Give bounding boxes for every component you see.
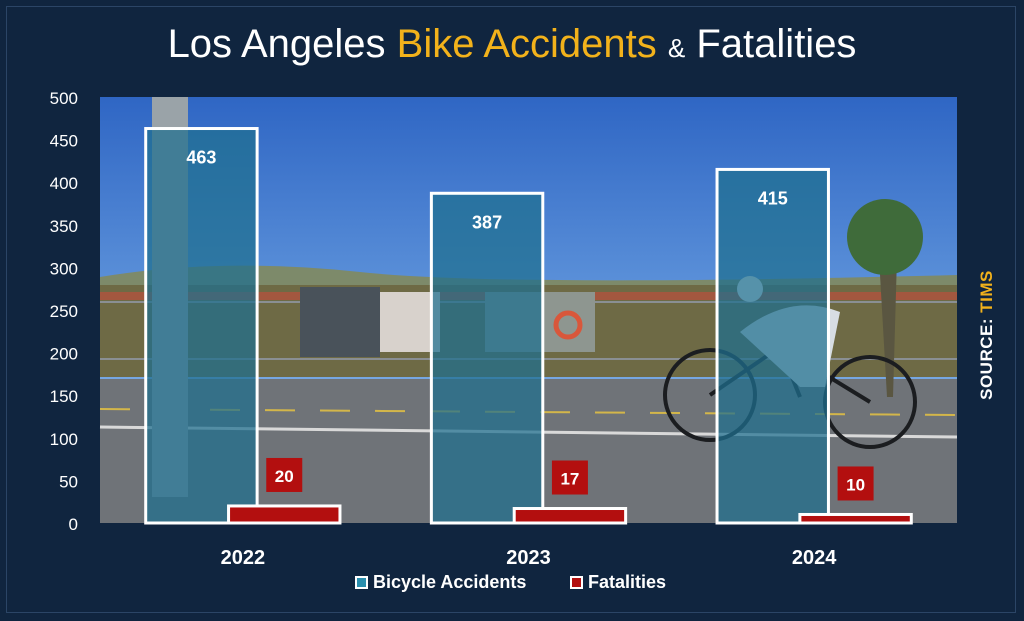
y-tick-label: 0 [69, 515, 78, 534]
x-tick-label-2022: 2022 [221, 547, 266, 569]
data-label-fatalities-2024: 10 [846, 475, 865, 494]
data-label-fatalities-2023: 17 [560, 470, 579, 489]
title-part-bike-accidents: Bike Accidents [396, 22, 657, 66]
data-label-box-fatalities-2023 [551, 460, 588, 495]
legend-item-bicycle-accidents: Bicycle Accidents [355, 571, 526, 593]
data-label-box-fatalities-2024 [837, 466, 874, 501]
frame-border [6, 6, 1016, 613]
legend-label-fatalities: Fatalities [588, 571, 667, 592]
y-axis: 0 50 100 150 200 250 300 350 400 450 500 [50, 89, 78, 534]
bars [144, 127, 913, 525]
chart-title: Los Angeles Bike Accidents & Fatalities [0, 22, 1024, 67]
y-tick-label: 450 [50, 132, 78, 151]
y-tick-label: 100 [50, 430, 78, 449]
bar-bicycle-accidents-2024 [715, 167, 830, 525]
x-tick-label-2024: 2024 [792, 547, 837, 569]
title-part-ampersand: & [667, 33, 686, 63]
data-label-box-fatalities-2022 [266, 457, 303, 492]
signboard-1 [300, 287, 380, 357]
x-axis: 2022 2023 2024 [221, 547, 838, 569]
y-tick-label: 350 [50, 217, 78, 236]
y-tick-label: 150 [50, 387, 78, 406]
y-tick-label: 400 [50, 174, 78, 193]
bar-fatalities-2024 [798, 512, 913, 525]
y-tick-label: 500 [50, 89, 78, 108]
bar-fatalities-2023 [512, 507, 628, 525]
legend-swatch-accidents [355, 575, 368, 589]
palm-fronds [847, 199, 923, 275]
legend-swatch-fatalities [570, 575, 583, 589]
source-label: SOURCE: [977, 317, 996, 400]
data-labels: 463 20 387 17 415 10 [186, 148, 874, 501]
x-tick-label-2023: 2023 [506, 547, 551, 569]
data-label-accidents-2023: 387 [472, 212, 502, 232]
y-tick-label: 50 [59, 472, 78, 491]
y-tick-label: 250 [50, 302, 78, 321]
life-ring [553, 310, 583, 340]
legend-label-accidents: Bicycle Accidents [373, 571, 527, 592]
bar-bicycle-accidents-2023 [429, 191, 545, 525]
title-part-fatalities: Fatalities [696, 22, 857, 66]
bar-bicycle-accidents-2022 [144, 127, 259, 525]
bar-fatalities-2022 [227, 504, 342, 525]
source-note: SOURCE: TIMS [977, 265, 997, 405]
y-tick-label: 300 [50, 259, 78, 278]
data-label-accidents-2022: 463 [186, 148, 216, 168]
data-label-fatalities-2022: 20 [275, 467, 294, 486]
source-value: TIMS [977, 270, 996, 313]
y-tick-label: 200 [50, 345, 78, 364]
title-part-los-angeles: Los Angeles [167, 22, 386, 66]
data-label-accidents-2024: 415 [758, 188, 788, 208]
legend-item-fatalities: Fatalities [570, 571, 666, 593]
